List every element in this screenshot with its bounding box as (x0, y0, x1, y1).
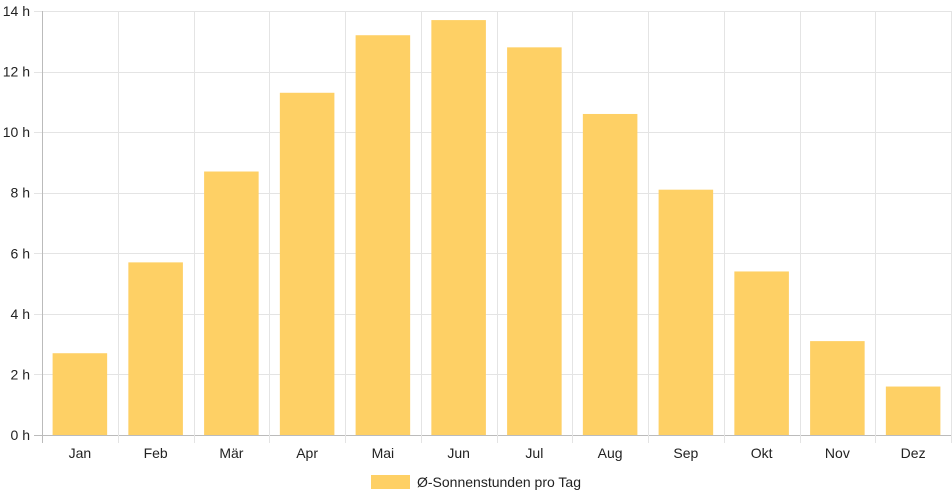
y-tick-label: 14 h (3, 3, 30, 19)
y-tick-label: 6 h (11, 245, 30, 261)
grid-lines (34, 11, 952, 443)
bar-mai[interactable] (355, 35, 411, 435)
bar-aug[interactable] (582, 113, 638, 435)
bar-okt[interactable] (734, 271, 789, 435)
bar-dez[interactable] (885, 386, 941, 435)
bar-nov[interactable] (810, 341, 865, 435)
x-tick-label: Dez (901, 445, 926, 461)
x-tick-label: Okt (751, 445, 773, 461)
x-tick-label: Mär (219, 445, 243, 461)
x-axis-ticks: Jan Feb Mär Apr Mai Jun Jul Aug Sep Okt Nov Dez (69, 445, 926, 461)
x-tick-label: Jun (447, 445, 470, 461)
x-tick-label: Apr (296, 445, 318, 461)
bar-mär[interactable] (204, 171, 259, 435)
y-tick-label: 2 h (11, 366, 30, 382)
legend-swatch (371, 475, 410, 489)
y-tick-label: 10 h (3, 124, 30, 140)
y-tick-label: 12 h (3, 64, 30, 80)
y-tick-label: 0 h (11, 427, 30, 443)
x-tick-label: Nov (825, 445, 850, 461)
x-tick-label: Sep (673, 445, 698, 461)
bar-sep[interactable] (658, 189, 714, 435)
bars (52, 20, 941, 436)
x-tick-label: Feb (144, 445, 168, 461)
bar-apr[interactable] (279, 92, 335, 436)
y-axis-ticks: 0 h 2 h 4 h 6 h 8 h 10 h 12 h 14 h (3, 3, 30, 443)
legend-label: Ø-Sonnenstunden pro Tag (417, 474, 581, 490)
legend[interactable]: Ø-Sonnenstunden pro Tag (371, 474, 581, 490)
bar-jan[interactable] (52, 353, 108, 435)
y-tick-label: 8 h (11, 185, 30, 201)
x-tick-label: Jan (69, 445, 92, 461)
x-tick-label: Aug (598, 445, 623, 461)
bar-feb[interactable] (128, 262, 183, 435)
bar-jul[interactable] (507, 47, 562, 435)
x-tick-label: Jul (525, 445, 543, 461)
y-tick-label: 4 h (11, 306, 30, 322)
x-tick-label: Mai (372, 445, 395, 461)
bar-jun[interactable] (431, 20, 486, 435)
